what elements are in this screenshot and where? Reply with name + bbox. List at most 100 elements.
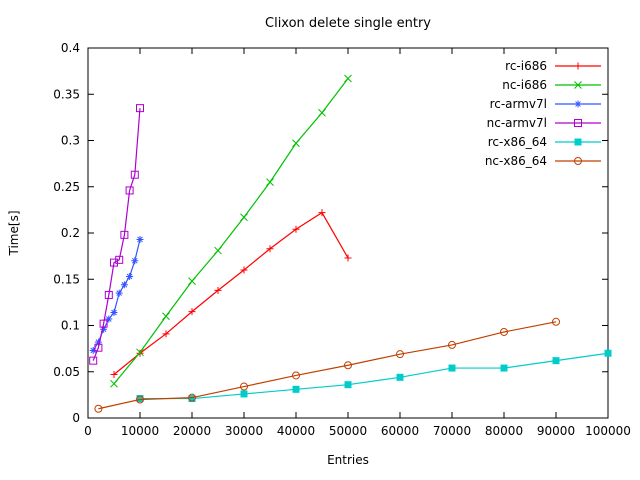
square-filled-marker-icon: [292, 385, 300, 393]
y-tick-label: 0.05: [53, 365, 80, 379]
square-open-marker-icon: [94, 343, 103, 352]
legend-label: nc-x86_64: [485, 154, 547, 168]
asterisk-marker-icon: [89, 346, 97, 354]
cross-marker-icon: [214, 246, 222, 255]
series-nc-x86_64: [94, 317, 560, 413]
legend-label: nc-i686: [502, 78, 547, 92]
circle-open-marker-icon: [500, 327, 508, 336]
legend-marker-icon: [574, 100, 582, 108]
chart-title: Clixon delete single entry: [265, 16, 431, 31]
plus-marker-icon: [162, 330, 170, 338]
y-tick-label: 0.2: [61, 226, 80, 240]
square-open-marker-icon: [136, 104, 144, 113]
asterisk-marker-icon: [120, 281, 128, 289]
legend-marker-icon: [574, 81, 582, 89]
asterisk-marker-icon: [100, 325, 108, 333]
legend-marker-icon: [574, 157, 582, 165]
legend-label: rc-armv7l: [490, 97, 547, 111]
cross-marker-icon: [240, 213, 248, 222]
circle-open-marker-icon: [448, 340, 456, 349]
square-filled-marker-icon: [188, 395, 196, 403]
legend-marker-icon: [574, 62, 582, 70]
square-open-marker-icon: [99, 319, 108, 328]
cross-marker-icon: [318, 108, 326, 117]
y-tick-label: 0.15: [53, 272, 80, 286]
plus-marker-icon: [110, 371, 118, 379]
plus-marker-icon: [266, 245, 274, 253]
x-axis-label: Entries: [327, 453, 369, 467]
x-tick-label: 90000: [537, 424, 575, 438]
series-rc-x86_64: [136, 349, 612, 403]
x-tick-label: 0: [84, 424, 92, 438]
plus-marker-icon: [292, 225, 300, 233]
circle-open-marker-icon: [188, 393, 196, 402]
asterisk-marker-icon: [115, 289, 123, 297]
legend: rc-i686 nc-i686 rc-armv7l nc-armv7l rc-x86_6…: [485, 59, 601, 168]
x-tick-label: 60000: [381, 424, 419, 438]
asterisk-marker-icon: [136, 235, 144, 243]
square-filled-marker-icon: [604, 349, 612, 357]
legend-marker-icon: [574, 119, 582, 127]
series-rc-armv7l: [89, 235, 144, 354]
x-tick-label: 50000: [329, 424, 367, 438]
cross-marker-icon: [344, 74, 352, 83]
plus-marker-icon: [214, 286, 222, 294]
legend-label: rc-i686: [505, 59, 547, 73]
legend-marker-icon: [574, 138, 582, 146]
square-open-marker-icon: [115, 255, 124, 264]
x-tick-label: 70000: [433, 424, 471, 438]
circle-open-marker-icon: [396, 350, 404, 359]
cross-marker-icon: [292, 139, 300, 148]
circle-open-marker-icon: [240, 382, 248, 391]
series-line: [92, 108, 141, 361]
series-nc-armv7l: [89, 104, 144, 365]
legend-label: rc-x86_64: [488, 135, 547, 149]
square-filled-marker-icon: [240, 390, 248, 398]
cross-marker-icon: [110, 379, 118, 388]
y-axis-label: Time[s]: [7, 211, 21, 257]
circle-open-marker-icon: [94, 404, 103, 413]
square-filled-marker-icon: [500, 364, 508, 372]
square-open-marker-icon: [104, 290, 113, 299]
circle-open-marker-icon: [136, 395, 144, 404]
y-tick-label: 0.4: [61, 41, 80, 55]
asterisk-marker-icon: [110, 309, 118, 317]
cross-marker-icon: [162, 312, 170, 321]
plus-marker-icon: [188, 308, 196, 316]
circle-open-marker-icon: [292, 371, 300, 380]
circle-open-marker-icon: [344, 361, 352, 370]
series-line: [113, 211, 349, 375]
square-open-marker-icon: [125, 186, 134, 195]
y-tick-label: 0.3: [61, 134, 80, 148]
cross-marker-icon: [266, 178, 274, 186]
x-tick-label: 30000: [225, 424, 263, 438]
square-filled-marker-icon: [344, 381, 352, 389]
y-tick-label: 0: [72, 411, 80, 425]
plot-area: 0 10000 20000 30000 40000 50000 60000 70000 8000…: [53, 41, 631, 438]
square-open-marker-icon: [120, 230, 129, 239]
square-filled-marker-icon: [136, 395, 144, 403]
x-tick-label: 80000: [485, 424, 523, 438]
cross-marker-icon: [136, 348, 144, 357]
square-filled-marker-icon: [552, 357, 560, 365]
legend-label: nc-armv7l: [487, 116, 547, 130]
asterisk-marker-icon: [94, 338, 102, 346]
square-open-marker-icon: [110, 258, 118, 267]
plus-marker-icon: [240, 266, 248, 274]
square-open-marker-icon: [130, 170, 139, 179]
series-line: [113, 78, 349, 385]
asterisk-marker-icon: [105, 315, 113, 323]
y-tick-label: 0.35: [53, 87, 80, 101]
cross-marker-icon: [188, 277, 196, 285]
y-tick-label: 0.25: [53, 180, 80, 194]
x-tick-label: 40000: [277, 424, 315, 438]
series-line: [140, 352, 609, 400]
series-line: [98, 321, 557, 410]
y-tick-label: 0.1: [61, 319, 80, 333]
square-filled-marker-icon: [396, 373, 404, 381]
x-tick-label: 20000: [173, 424, 211, 438]
square-open-marker-icon: [89, 356, 98, 365]
asterisk-marker-icon: [131, 257, 139, 265]
square-filled-marker-icon: [448, 364, 456, 372]
